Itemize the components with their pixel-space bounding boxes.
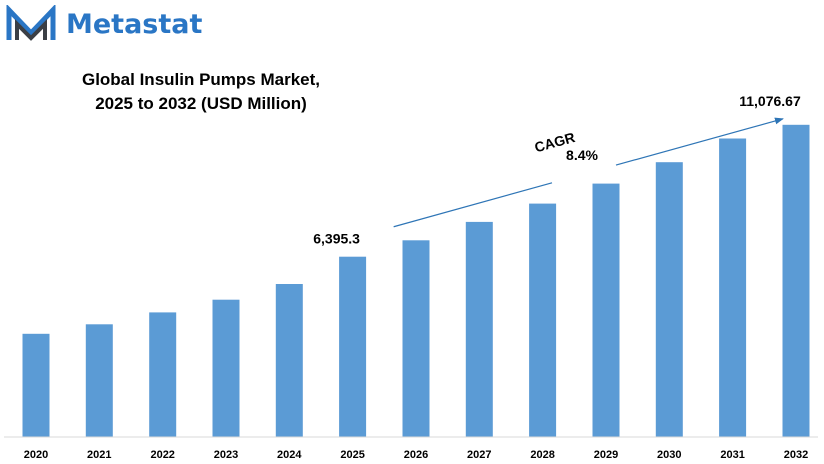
- bars-group: [22, 124, 810, 438]
- x-tick-label-2026: 2026: [404, 449, 428, 461]
- x-tick-label-2031: 2031: [720, 449, 744, 461]
- cagr-trend-line: [393, 182, 553, 228]
- brand-name: Metastat: [66, 8, 203, 40]
- cagr-trend-arrow: [615, 117, 784, 166]
- x-tick-label-2022: 2022: [150, 449, 174, 461]
- x-tick-label-2028: 2028: [530, 449, 554, 461]
- data-label-2032: 11,076.67: [739, 93, 801, 109]
- cagr-value: 8.4%: [566, 147, 598, 163]
- data-label-2025: 6,395.3: [313, 231, 360, 247]
- brand-logo: Metastat: [6, 5, 202, 43]
- x-tick-label-2021: 2021: [87, 449, 111, 461]
- x-tick-label-2032: 2032: [784, 449, 808, 461]
- bar-2026: [402, 240, 430, 437]
- bar-2028: [529, 203, 557, 437]
- x-axis-ticks: 2020 2021 2022 2023 2024 2025 2026 2027 2028 2029…: [24, 449, 808, 461]
- bar-2024: [275, 284, 303, 437]
- x-tick-label-2025: 2025: [340, 449, 364, 461]
- chart-title: Global Insulin Pumps Market, 2025 to 203…: [40, 68, 362, 116]
- bar-2020: [22, 333, 50, 437]
- x-tick-label-2023: 2023: [214, 449, 238, 461]
- bar-2030: [655, 162, 683, 437]
- bar-2031: [719, 138, 747, 437]
- bar-2032: [782, 124, 810, 438]
- bar-2023: [212, 299, 240, 437]
- x-tick-label-2020: 2020: [24, 449, 48, 461]
- bar-2022: [149, 312, 177, 437]
- chart-title-line-2: 2025 to 2032 (USD Million): [95, 94, 307, 113]
- chart-title-line-1: Global Insulin Pumps Market,: [81, 70, 321, 89]
- x-tick-label-2030: 2030: [657, 449, 681, 461]
- x-tick-label-2029: 2029: [594, 449, 618, 461]
- bar-2027: [465, 221, 493, 437]
- x-tick-label-2027: 2027: [467, 449, 491, 461]
- data-labels: 6,395.3 11,076.67: [313, 93, 801, 247]
- bar-2029: [592, 183, 620, 437]
- x-tick-label-2024: 2024: [277, 449, 302, 461]
- bar-2025: [339, 256, 367, 437]
- bar-2021: [85, 324, 113, 437]
- metastat-m-logo-icon: [6, 5, 56, 41]
